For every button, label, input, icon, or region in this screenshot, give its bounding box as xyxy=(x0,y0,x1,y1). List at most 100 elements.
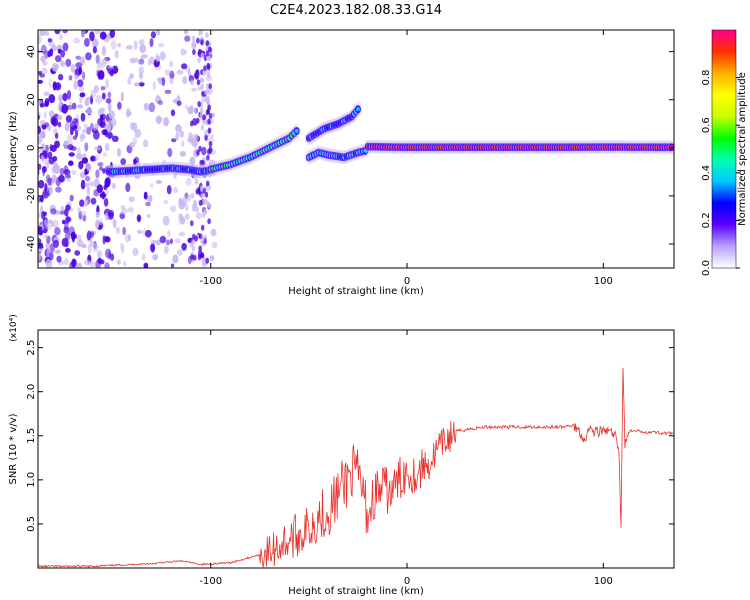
noise-speckle xyxy=(180,216,186,225)
noise-speckle xyxy=(138,39,145,45)
noise-speckle xyxy=(52,219,59,229)
noise-speckle xyxy=(114,50,119,59)
trace-3 xyxy=(304,143,370,165)
noise-speckle xyxy=(175,124,182,133)
noise-speckle xyxy=(65,58,72,67)
noise-speckle xyxy=(193,254,197,261)
noise-speckle xyxy=(203,208,208,215)
noise-speckle xyxy=(79,171,86,179)
noise-speckle xyxy=(161,77,166,86)
noise-speckle xyxy=(204,191,209,198)
noise-speckle xyxy=(64,122,70,132)
noise-speckle xyxy=(78,86,85,92)
noise-speckle xyxy=(181,63,188,70)
noise-speckle xyxy=(117,101,122,110)
noise-speckle xyxy=(38,79,43,84)
noise-speckle xyxy=(45,241,51,251)
noise-speckle xyxy=(208,159,216,166)
noise-speckle xyxy=(195,212,202,220)
noise-speckle xyxy=(196,149,200,156)
noise-speckle xyxy=(94,154,100,162)
noise-speckle xyxy=(157,100,163,106)
noise-speckle xyxy=(38,163,42,171)
noise-speckle xyxy=(143,139,149,148)
noise-speckle xyxy=(175,131,179,141)
noise-speckle xyxy=(65,216,72,223)
noise-speckle xyxy=(107,102,112,112)
noise-speckle xyxy=(156,239,161,246)
noise-speckle xyxy=(76,153,83,160)
noise-speckle xyxy=(43,219,50,228)
noise-speckle xyxy=(77,262,83,268)
noise-speckle xyxy=(100,86,106,91)
noise-speckle xyxy=(166,185,172,195)
noise-speckle xyxy=(79,133,84,143)
noise-speckle xyxy=(53,239,59,248)
noise-speckle xyxy=(132,136,138,145)
noise-speckle xyxy=(97,257,102,264)
noise-speckle xyxy=(90,89,96,99)
noise-speckle xyxy=(55,55,62,63)
noise-speckle xyxy=(42,61,48,66)
noise-speckle xyxy=(47,177,52,186)
noise-speckle xyxy=(205,257,210,264)
noise-speckle xyxy=(89,239,94,248)
noise-speckle xyxy=(51,62,59,72)
noise-speckle xyxy=(40,55,46,63)
noise-speckle xyxy=(63,221,69,231)
spectrogram-y-axis-label: Frequency (Hz) xyxy=(8,111,19,187)
noise-speckle xyxy=(90,155,95,162)
noise-speckle xyxy=(152,81,156,91)
y-tick-label: 2.0 xyxy=(26,384,37,400)
noise-speckle xyxy=(79,95,83,104)
noise-speckle xyxy=(73,234,78,239)
noise-speckle xyxy=(73,80,79,90)
noise-speckle xyxy=(111,135,119,142)
noise-speckle xyxy=(104,262,110,268)
noise-speckle xyxy=(43,151,49,159)
noise-speckle xyxy=(182,196,188,207)
noise-speckle xyxy=(158,78,163,85)
noise-speckle xyxy=(121,208,129,214)
noise-speckle xyxy=(186,194,191,202)
noise-speckle xyxy=(169,205,177,213)
noise-speckle xyxy=(38,125,41,134)
colorbar-tick-label: 0.4 xyxy=(701,165,712,181)
noise-speckle xyxy=(65,232,71,241)
noise-speckle xyxy=(69,101,73,111)
noise-speckle xyxy=(97,162,104,167)
noise-speckle xyxy=(99,121,106,129)
noise-speckle xyxy=(181,140,185,148)
noise-speckle xyxy=(81,157,89,164)
noise-speckle xyxy=(156,30,161,36)
noise-speckle xyxy=(81,129,87,134)
noise-speckle xyxy=(192,41,197,48)
noise-speckle xyxy=(100,114,103,121)
noise-speckle xyxy=(150,182,154,188)
noise-speckle xyxy=(47,50,52,58)
noise-speckle xyxy=(98,108,105,115)
y-tick-label: 1.0 xyxy=(26,472,37,488)
noise-speckle xyxy=(62,219,66,225)
noise-speckle xyxy=(191,35,196,42)
noise-speckle xyxy=(77,79,84,88)
noise-speckle xyxy=(76,234,82,241)
trace-4 xyxy=(363,139,674,155)
noise-speckle xyxy=(204,183,212,192)
noise-speckle xyxy=(156,115,161,125)
noise-speckle xyxy=(197,57,201,64)
noise-speckle xyxy=(201,235,205,242)
trace-core xyxy=(356,107,360,112)
noise-speckle xyxy=(139,43,146,54)
noise-speckle xyxy=(93,85,99,93)
noise-speckle xyxy=(185,204,189,212)
noise-speckle xyxy=(196,117,200,124)
noise-speckle xyxy=(184,35,191,42)
noise-speckle xyxy=(97,70,105,80)
noise-speckle xyxy=(41,166,47,173)
noise-speckle xyxy=(207,148,211,155)
x-tick-label: 0 xyxy=(404,276,410,287)
noise-speckle xyxy=(54,30,61,35)
noise-speckle xyxy=(75,62,83,69)
snr-x-ticks: -100 0 100 xyxy=(199,330,613,587)
